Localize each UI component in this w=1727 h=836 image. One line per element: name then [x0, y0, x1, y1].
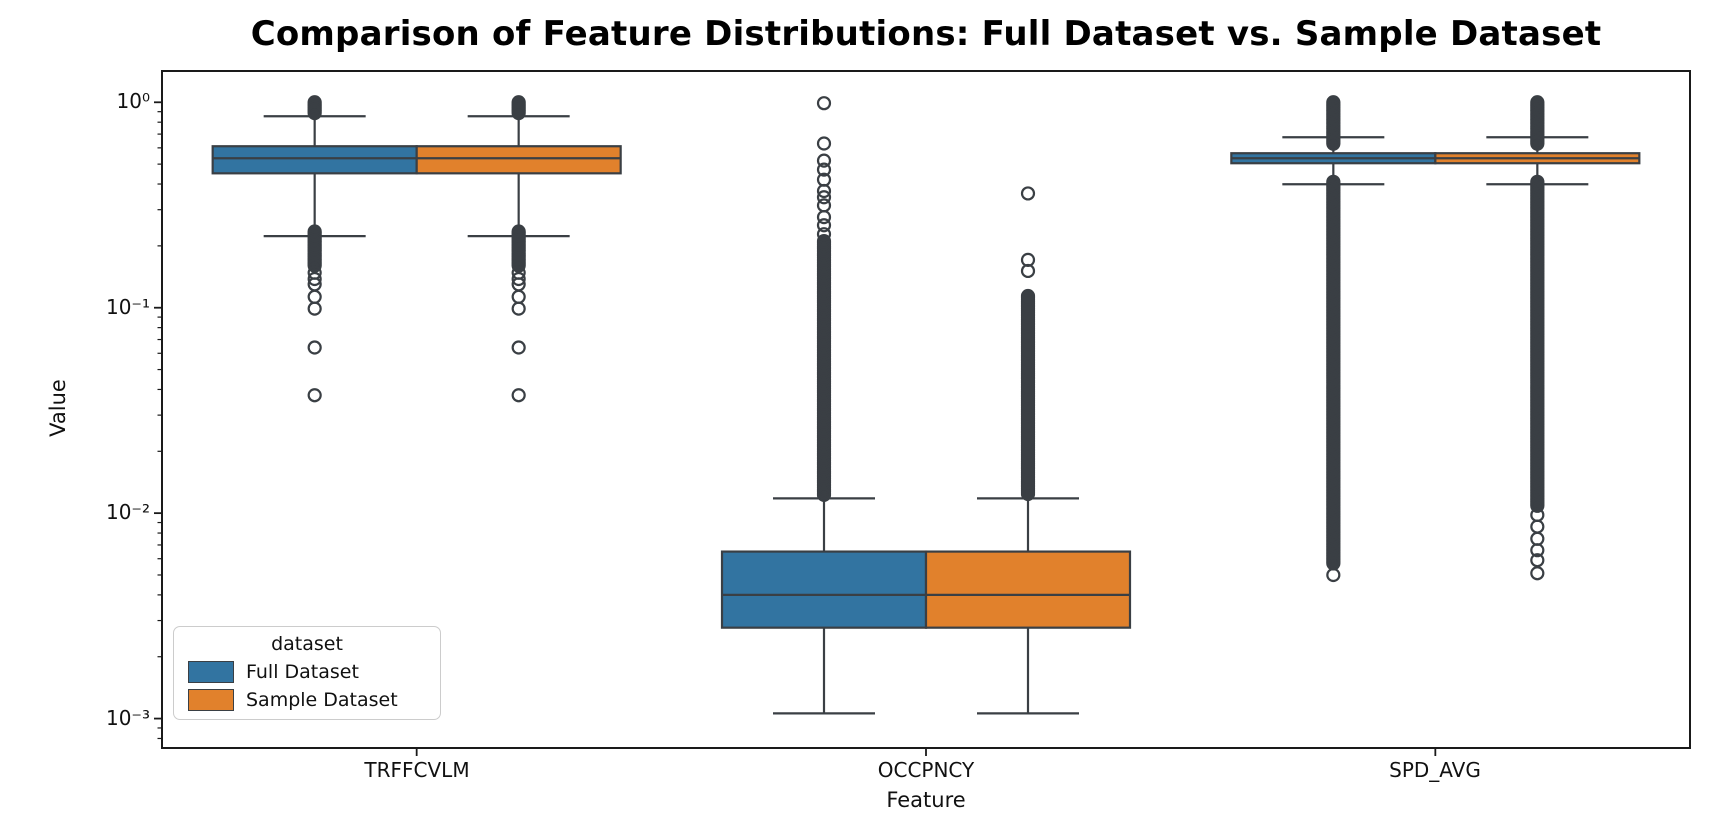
y-axis-label: Value	[46, 379, 70, 437]
box-TRFFCVLM-sample	[415, 95, 622, 403]
x-tick-trffcvlm: TRFFCVLM	[364, 758, 470, 782]
legend: dataset Full Dataset Sample Dataset	[173, 626, 441, 720]
x-axis-label: Feature	[886, 788, 966, 812]
x-tick-spd-avg: SPD_AVG	[1389, 758, 1481, 782]
y-tick-1e-3: 10⁻³	[105, 706, 150, 730]
legend-title: dataset	[271, 633, 343, 655]
y-tick-1e-2: 10⁻²	[105, 500, 150, 524]
legend-label-full-dataset: Full Dataset	[246, 661, 359, 683]
legend-label-sample-dataset: Sample Dataset	[246, 689, 398, 711]
legend-swatch-full-dataset	[188, 661, 234, 683]
y-tick-1e0: 10⁰	[116, 89, 150, 113]
box-OCCPNCY-full	[720, 96, 928, 715]
box-OCCPNCY-sample	[924, 186, 1132, 715]
x-tick-occpncy: OCCPNCY	[877, 758, 975, 782]
legend-entry-full-dataset: Full Dataset	[188, 661, 430, 683]
box-TRFFCVLM-full	[211, 95, 418, 403]
y-tick-1e-1: 10⁻¹	[105, 295, 150, 319]
box-SPD_AVG-sample	[1434, 95, 1641, 581]
chart-title: Comparison of Feature Distributions: Ful…	[250, 14, 1602, 54]
legend-swatch-sample-dataset	[188, 689, 234, 711]
legend-entry-sample-dataset: Sample Dataset	[188, 689, 430, 711]
box-SPD_AVG-full	[1230, 95, 1437, 583]
